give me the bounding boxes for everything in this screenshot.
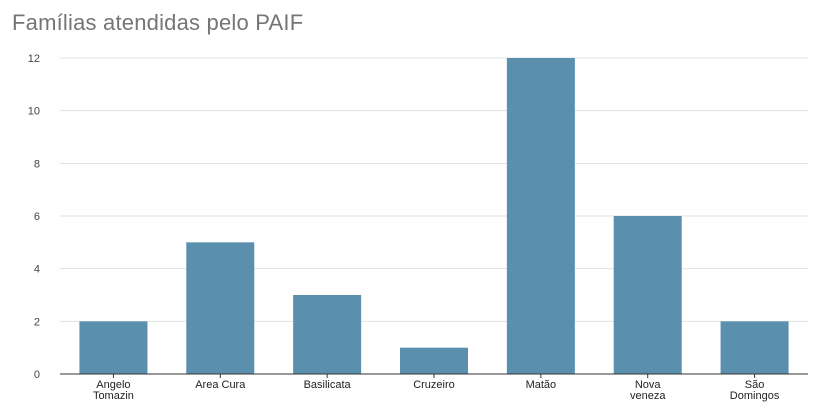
x-tick-label-line: veneza [630, 390, 666, 402]
x-tick-label: Basilicata [304, 379, 352, 391]
x-tick-label-line: Basilicata [304, 379, 352, 391]
y-axis-ticks: 0 2 4 6 8 10 12 [28, 53, 40, 381]
bar [79, 321, 148, 374]
y-tick-label: 2 [34, 316, 40, 328]
x-tick-label-line: Nova [635, 379, 662, 391]
x-tick-label-line: Matão [526, 379, 557, 391]
x-tick-label: Area Cura [195, 379, 246, 391]
x-tick-label: Angelo Tomazin [93, 379, 134, 402]
bar [400, 347, 468, 374]
y-tick-label: 8 [34, 158, 40, 170]
bar [186, 242, 255, 374]
x-tick-label-line: São [745, 379, 765, 391]
gridlines [60, 57, 808, 322]
y-tick-label: 12 [28, 53, 40, 65]
x-tick-label: Matão [526, 379, 557, 391]
y-tick-label: 4 [34, 264, 40, 276]
x-tick-label-line: Cruzeiro [413, 379, 455, 391]
y-tick-label: 10 [28, 106, 40, 118]
bar [613, 216, 682, 374]
bars [79, 58, 789, 374]
x-tick-label: Cruzeiro [413, 379, 455, 391]
y-tick-label: 0 [34, 369, 40, 381]
x-tick-label-line: Domingos [730, 390, 780, 402]
x-tick-label: São Domingos [730, 379, 780, 402]
x-tick-label-line: Angelo [96, 379, 130, 391]
chart-title: Famílias atendidas pelo PAIF [12, 10, 304, 35]
bar [720, 321, 789, 374]
bar [293, 295, 362, 374]
x-tick-label-line: Area Cura [195, 379, 246, 391]
y-tick-label: 6 [34, 211, 40, 223]
x-tick-label: Nova veneza [630, 379, 666, 402]
bar [506, 58, 575, 374]
x-axis-labels: Angelo Tomazin Area Cura Basilicata Cruzeiro… [93, 374, 780, 402]
x-tick-label-line: Tomazin [93, 390, 134, 402]
